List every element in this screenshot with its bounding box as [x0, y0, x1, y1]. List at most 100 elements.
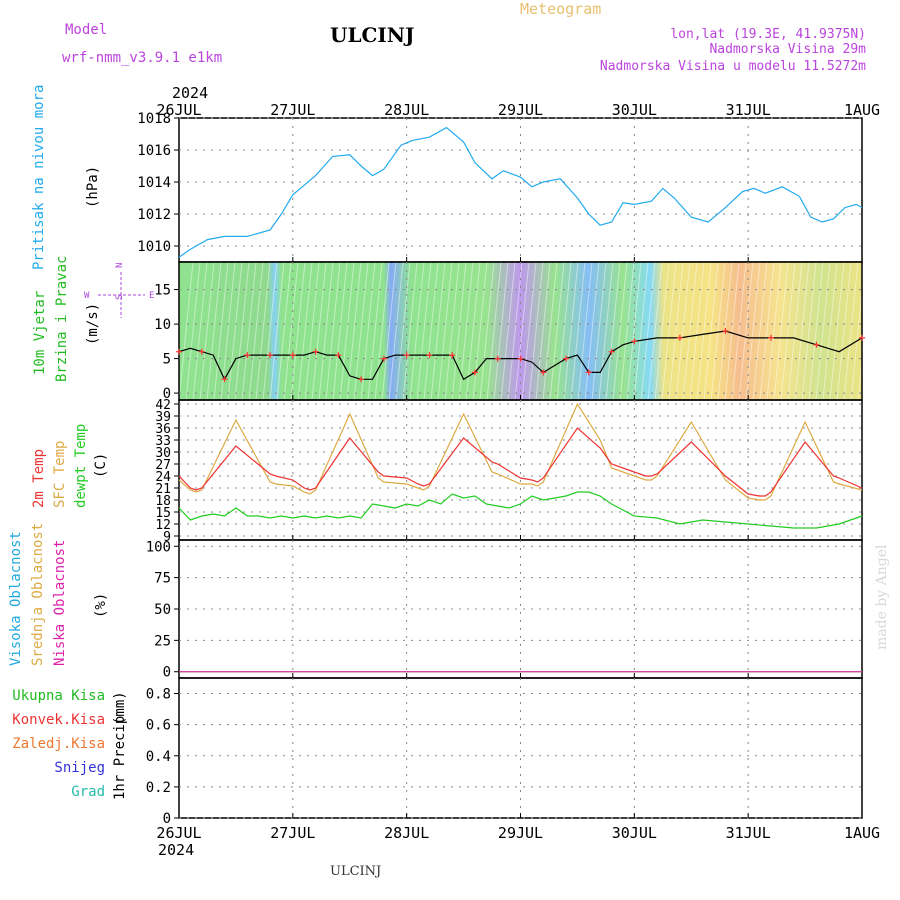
wind-speed-marker: [517, 355, 524, 362]
wind-arrow-mark: [213, 261, 229, 401]
wind-arrow-mark: [234, 261, 250, 401]
footer-title: ULCINJ: [330, 864, 381, 879]
wind-speed-marker: [767, 334, 774, 341]
wind-arrow-mark: [360, 261, 376, 401]
wind-arrow-mark: [353, 261, 369, 401]
wind-speed-marker: [585, 369, 592, 376]
wind-arrow-mark: [493, 261, 509, 401]
wind-arrow-mark: [794, 261, 810, 401]
wind-speed-marker: [563, 355, 570, 362]
wind-arrow-mark: [773, 261, 789, 401]
series-line-temperature-1: [178, 402, 863, 501]
wind-arrow-mark: [703, 261, 719, 401]
y-tick-label: 0: [163, 811, 171, 827]
time-tick-label-top: 31JUL: [726, 101, 771, 119]
panel-frame: [178, 399, 863, 541]
cloud-unit: (%): [93, 593, 109, 618]
wind-arrow-mark: [563, 261, 579, 401]
wind-arrow-mark: [619, 261, 635, 401]
wind-arrow-mark: [178, 261, 194, 401]
wind-arrow-mark: [192, 261, 208, 401]
y-tick-label: 33: [155, 434, 171, 449]
wind-speed-marker: [426, 352, 433, 359]
wind-arrow-mark: [612, 261, 628, 401]
y-tick-label: 0: [163, 386, 171, 402]
precip-legend: Ukupna Kisa Konvek.Kisa Zaledj.Kisa Snijeg G…: [12, 688, 105, 800]
wind-arrow-mark: [542, 261, 558, 401]
wind-arrow-mark: [444, 261, 460, 401]
wind-arrow-mark: [815, 261, 831, 401]
pressure-unit: (hPa): [85, 166, 101, 208]
wind-arrow-mark: [682, 261, 698, 401]
y-tick-label: 5: [163, 352, 171, 368]
y-tick-label: 0.8: [146, 687, 171, 703]
wind-arrow-mark: [430, 261, 446, 401]
side-labels: Pritisak na nivou mora (hPa) 10m Vjetar …: [8, 85, 128, 800]
wind-unit: (m/s): [85, 303, 101, 345]
precip-legend-item: Snijeg: [54, 760, 105, 776]
wind-arrow-mark: [206, 261, 222, 401]
wind-arrow-mark: [458, 261, 474, 401]
wind-arrow-mark: [388, 261, 404, 401]
time-tick-label-bottom: 31JUL: [726, 824, 771, 842]
wind-arrow-mark: [304, 261, 320, 401]
wind-speed-marker: [358, 376, 365, 383]
time-tick-label-top: 27JUL: [270, 101, 315, 119]
y-tick-label: 75: [154, 571, 171, 587]
wind-arrow-mark: [199, 261, 215, 401]
compass-n: N: [115, 263, 125, 268]
wind-speed-marker: [631, 338, 638, 345]
chart-subtitle: Meteogram: [520, 0, 601, 18]
time-tick-label-bottom: 1AUG: [844, 824, 880, 842]
wind-arrow-mark: [591, 261, 607, 401]
wind-arrow-mark: [808, 261, 824, 401]
wind-arrow-mark: [227, 261, 243, 401]
wind-speed-marker: [494, 355, 501, 362]
precip-legend-item: Konvek.Kisa: [12, 712, 105, 728]
time-tick-label-bottom: 29JUL: [498, 824, 543, 842]
y-tick-label: 24: [155, 470, 171, 485]
temp2m-label: 2m Temp: [31, 449, 47, 508]
wind-arrow-mark: [248, 261, 264, 401]
wind-arrow-mark: [605, 261, 621, 401]
elevation-label: Nadmorska Visina 29m: [709, 42, 866, 57]
wind-arrow-mark: [479, 261, 495, 401]
y-tick-label: 100: [146, 539, 171, 555]
credit-text: made by Angel: [874, 544, 890, 650]
time-tick-label-top: 30JUL: [612, 101, 657, 119]
pressure-label: Pritisak na nivou mora: [31, 85, 47, 270]
model-elevation-label: Nadmorska Visina u modelu 11.5272m: [600, 59, 866, 74]
wind-arrow-mark: [528, 261, 544, 401]
wind-arrow-mark: [626, 261, 642, 401]
cloud-high-label: Visoka Oblacnost: [8, 531, 24, 666]
model-label: Model: [65, 22, 107, 38]
wind-arrow-mark: [367, 261, 383, 401]
wind-arrow-mark: [829, 261, 845, 401]
wind-arrow-mark: [332, 261, 348, 401]
wind-arrow-mark: [339, 261, 355, 401]
time-tick-label-top: 28JUL: [384, 101, 429, 119]
wind-arrow-mark: [759, 261, 775, 401]
top-time-axis: 26JUL 27JUL 28JUL 29JUL 30JUL 31JUL 1AUG: [156, 101, 880, 119]
wind-arrow-mark: [423, 261, 439, 401]
wind-arrow-mark: [290, 261, 306, 401]
wind-arrow-mark: [416, 261, 432, 401]
time-tick-label-bottom: 28JUL: [384, 824, 429, 842]
dewpt-label: dewpt Temp: [73, 424, 89, 508]
panels: 1010101210141016101805101591215182124273…: [137, 111, 873, 827]
coords-label: lon,lat (19.3E, 41.9375N): [670, 27, 866, 42]
y-tick-label: 1016: [137, 143, 171, 159]
wind-arrow-mark: [843, 261, 859, 401]
wind-speed-marker: [403, 352, 410, 359]
time-tick-label-top: 26JUL: [156, 101, 201, 119]
y-tick-label: 1010: [137, 239, 171, 255]
wind-arrow-mark: [549, 261, 565, 401]
wind-speed-marker: [312, 348, 319, 355]
wind-speed-marker: [676, 334, 683, 341]
precip-unit: (mm): [112, 691, 128, 725]
wind-arrow-mark: [836, 261, 852, 401]
y-tick-label: 0: [163, 665, 171, 681]
wind-arrow-mark: [325, 261, 341, 401]
time-tick-label-top: 29JUL: [498, 101, 543, 119]
